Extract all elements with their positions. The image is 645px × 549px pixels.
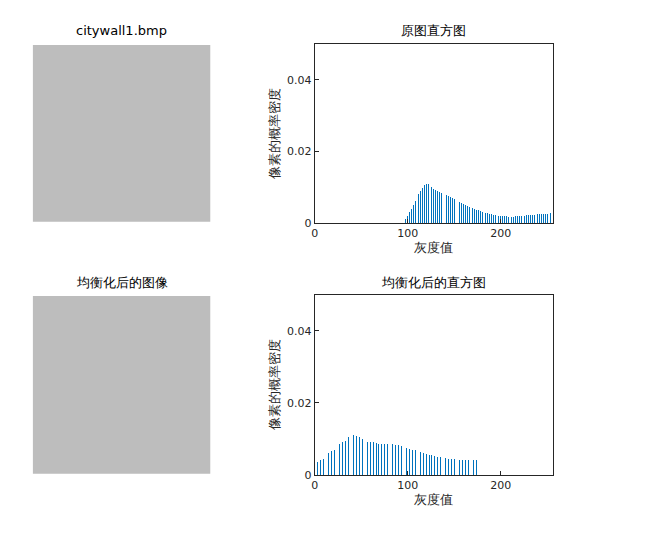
svg-text:像素的概率密度: 像素的概率密度 (267, 88, 282, 179)
svg-text:0: 0 (305, 469, 312, 482)
svg-text:100: 100 (397, 227, 418, 240)
svg-text:200: 200 (490, 479, 511, 492)
svg-text:0: 0 (311, 479, 318, 492)
svg-text:0.02: 0.02 (287, 397, 312, 410)
svg-text:0: 0 (305, 217, 312, 230)
svg-text:0: 0 (311, 227, 318, 240)
svg-text:灰度值: 灰度值 (414, 240, 453, 255)
svg-text:均衡化后的直方图: 均衡化后的直方图 (381, 275, 486, 290)
svg-text:citywall1.bmp: citywall1.bmp (76, 23, 167, 38)
svg-text:0.02: 0.02 (287, 145, 312, 158)
svg-text:均衡化后的图像: 均衡化后的图像 (76, 275, 168, 290)
svg-text:200: 200 (490, 227, 511, 240)
svg-text:0.04: 0.04 (287, 325, 312, 338)
svg-text:灰度值: 灰度值 (414, 492, 453, 507)
svg-text:原图直方图: 原图直方图 (401, 23, 466, 38)
svg-text:0.04: 0.04 (287, 74, 312, 87)
svg-text:100: 100 (397, 479, 418, 492)
svg-text:像素的概率密度: 像素的概率密度 (267, 339, 282, 430)
